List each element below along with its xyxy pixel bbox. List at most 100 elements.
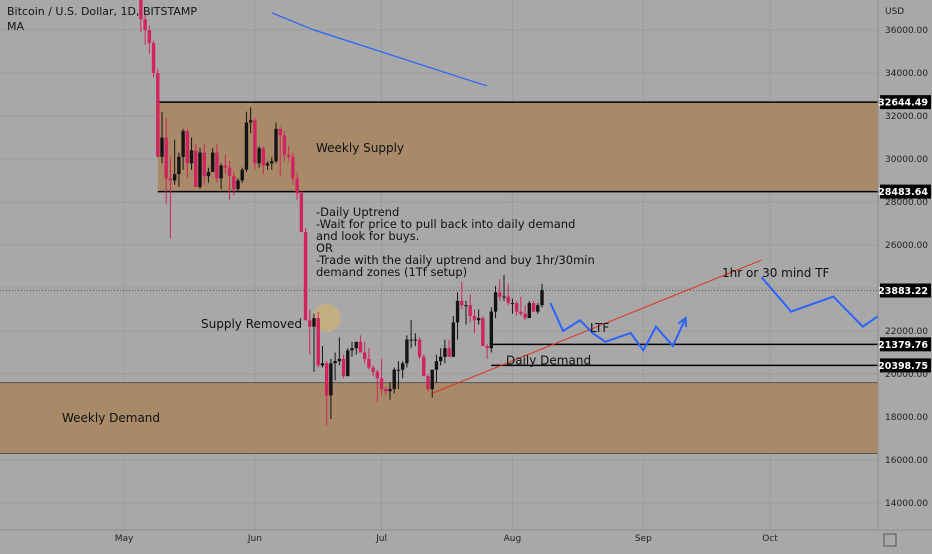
candle-body	[227, 167, 232, 177]
weekly-demand-zone	[0, 382, 878, 454]
candle-body	[434, 361, 439, 370]
candle-body	[472, 315, 477, 321]
price-label-box	[880, 337, 931, 352]
y-tick-label: 36000.00	[885, 26, 928, 36]
candle-body	[396, 369, 401, 371]
y-tick-label: 22000.00	[885, 327, 928, 337]
candle-body	[426, 376, 430, 390]
candle-body	[308, 320, 312, 327]
price-label: 21379.76	[878, 340, 928, 351]
candle-body	[202, 152, 206, 177]
candle-body	[451, 322, 456, 357]
candle-body	[485, 346, 489, 349]
candle-body	[278, 128, 282, 136]
candle-body	[506, 296, 510, 304]
candle-body	[540, 290, 544, 306]
candle-body	[156, 73, 160, 157]
candle-body	[367, 358, 371, 368]
x-tick-label: Aug	[504, 534, 522, 544]
candle-body	[375, 371, 380, 379]
supply-removed-label: Supply Removed	[201, 317, 302, 331]
candle-body	[531, 303, 536, 312]
candle-body	[210, 152, 215, 172]
candle-body	[468, 305, 472, 316]
candle-body	[392, 369, 396, 390]
plan-line: -Daily Uptrend	[316, 205, 399, 219]
y-tick-label: 20000.00	[885, 370, 928, 380]
plan-line: and look for buys.	[316, 229, 419, 243]
candle-body	[215, 152, 219, 179]
candle-body	[168, 178, 173, 181]
candle-body	[354, 341, 358, 349]
candle-body	[329, 363, 333, 396]
price-label-box	[880, 95, 931, 110]
candle-body	[291, 156, 295, 179]
y-tick-label: 18000.00	[885, 413, 928, 423]
candle-body	[219, 165, 223, 179]
candle-body	[379, 378, 384, 390]
candle-body	[274, 128, 278, 162]
weekly-demand-label: Weekly Demand	[62, 411, 160, 425]
annotations: Weekly Supply Daily Demand Weekly Demand -D…	[62, 141, 830, 425]
candle-body	[189, 150, 194, 164]
settings-icon	[883, 533, 897, 547]
x-tick-label: Oct	[762, 534, 778, 544]
y-tick-label: 32000.00	[885, 112, 928, 122]
candle-body	[147, 30, 152, 43]
candle-body	[405, 339, 409, 364]
candle-body	[460, 300, 464, 306]
candle-body	[455, 300, 460, 323]
candle-body	[498, 292, 502, 297]
candle-body	[510, 303, 515, 305]
price-label-box	[880, 358, 931, 373]
candle-body	[206, 171, 211, 177]
candle-body	[299, 193, 304, 233]
candle-body	[413, 339, 418, 341]
candle-body	[400, 363, 405, 370]
price-label: 23883.22	[878, 286, 928, 297]
candle-body	[502, 296, 506, 298]
candle-body	[324, 363, 329, 396]
weekly-supply-label: Weekly Supply	[316, 141, 404, 155]
plan-line: -Trade with the daily uptrend and buy 1h…	[316, 253, 595, 267]
zones	[0, 101, 878, 455]
candle-body	[371, 367, 375, 372]
candle-body	[409, 339, 413, 341]
candle-body	[519, 311, 523, 314]
candle-body	[240, 169, 244, 181]
symbol-title: Bitcoin / U.S. Dollar, 1D, BITSTAMP	[7, 5, 197, 18]
indicator-label: MA	[7, 20, 25, 33]
candles	[139, 0, 544, 426]
candle-body	[257, 148, 261, 164]
candle-body	[198, 152, 202, 187]
ltf-projection	[549, 302, 687, 353]
x-tick-label: May	[115, 534, 134, 544]
candle-body	[341, 358, 346, 377]
candle-body	[350, 348, 354, 351]
candle-body	[265, 163, 270, 166]
candle-body	[282, 135, 287, 155]
candle-body	[139, 0, 143, 20]
plan-line: -Wait for price to pull back into daily …	[316, 217, 575, 231]
candle-body	[320, 363, 325, 366]
candle-body	[430, 369, 434, 390]
y-tick-label: 28000.00	[885, 198, 928, 208]
candle-body	[303, 232, 308, 321]
candle-body	[358, 341, 363, 353]
candle-body	[244, 122, 249, 170]
candle-body	[253, 120, 257, 164]
y-tick-label: 14000.00	[885, 499, 928, 509]
y-tick-label: 16000.00	[885, 456, 928, 466]
candle-body	[261, 148, 266, 166]
candle-body	[248, 120, 253, 123]
price-label-box	[880, 184, 931, 199]
x-tick-label: Jun	[247, 534, 262, 544]
candle-body	[362, 352, 367, 359]
candle-body	[481, 318, 485, 347]
candle-body	[514, 303, 519, 312]
candle-body	[160, 137, 164, 157]
candle-body	[447, 348, 451, 357]
